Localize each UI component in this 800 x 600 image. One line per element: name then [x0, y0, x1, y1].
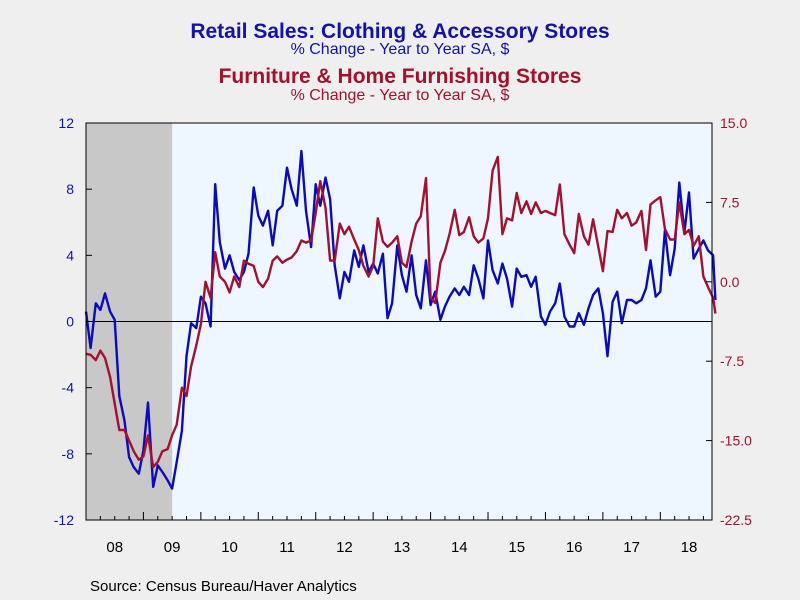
right-axis-tick-label: 7.5 — [720, 194, 740, 210]
chart-title-2: Furniture & Home Furnishing Stores — [218, 65, 582, 88]
series-line-clothing — [84, 149, 717, 490]
right-axis-tick-label: 0.0 — [720, 274, 740, 290]
chart-subtitle-2: % Change - Year to Year SA, $ — [290, 87, 510, 104]
x-axis-tick-label: 09 — [164, 539, 181, 556]
left-axis-tick-label: 8 — [66, 181, 74, 197]
x-axis-tick-label: 17 — [623, 539, 640, 556]
x-axis-tick-label: 12 — [336, 539, 353, 556]
left-axis-tick-label: -4 — [62, 380, 75, 396]
x-axis-tick-label: 13 — [394, 539, 411, 556]
x-axis-tick-label: 11 — [279, 539, 295, 556]
right-axis-tick-label: 15.0 — [720, 115, 747, 131]
x-axis-tick-label: 16 — [566, 539, 583, 556]
x-axis-tick-label: 15 — [508, 539, 525, 556]
x-axis-tick-label: 14 — [451, 539, 468, 556]
left-axis-tick-label: 4 — [66, 247, 74, 263]
right-axis-tick-label: -22.5 — [720, 512, 752, 528]
left-axis-tick-label: 12 — [58, 115, 74, 131]
left-axis-tick-label: -12 — [54, 512, 74, 528]
source-note: Source: Census Bureau/Haver Analytics — [90, 578, 357, 595]
left-axis-tick-label: -8 — [62, 446, 75, 462]
x-axis-tick-label: 10 — [221, 539, 238, 556]
chart-title: Retail Sales: Clothing & Accessory Store… — [190, 20, 610, 43]
right-axis-tick-label: -7.5 — [720, 353, 744, 369]
series-line-furniture — [85, 155, 717, 469]
left-axis-tick-label: 0 — [66, 314, 74, 330]
right-axis-tick-label: -15.0 — [720, 433, 752, 449]
chart-subtitle: % Change - Year to Year SA, $ — [290, 41, 510, 58]
x-axis-tick-label: 08 — [106, 539, 123, 556]
x-axis-tick-label: 18 — [681, 539, 698, 556]
